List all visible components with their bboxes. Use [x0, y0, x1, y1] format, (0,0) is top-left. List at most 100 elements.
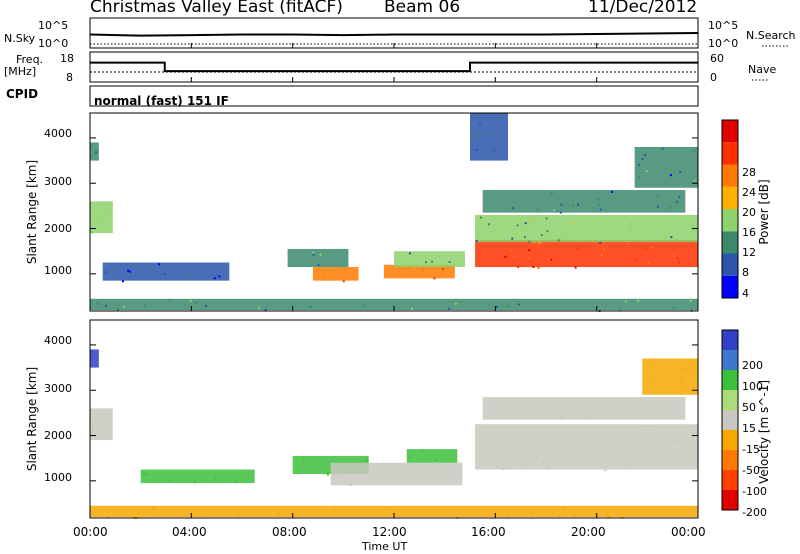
- power-panel-speck-9-17: [545, 217, 548, 220]
- power-panel-speck-0-8: [507, 305, 510, 308]
- velocity-panel-speck-8-9: [547, 416, 550, 419]
- power-panel-speck-8-12: [635, 258, 638, 261]
- velocity-panel-speck-0-25: [152, 506, 155, 509]
- power-panel-speck-10-6: [676, 200, 679, 203]
- vel-cb-tick-m15: -15: [742, 443, 760, 456]
- power-panel-speck-9-10: [532, 218, 535, 221]
- velocity-colorbar-swatch-2: [722, 370, 738, 390]
- velocity-panel-speck-5-1: [436, 466, 439, 469]
- power-panel-speck-8-8: [626, 243, 629, 246]
- velocity-colorbar-frame: [721, 329, 739, 511]
- velocity-panel-speck-3-1: [193, 481, 196, 484]
- noise-right-tick-top: 10^5: [708, 19, 739, 32]
- velocity-panel-region-6: [406, 449, 458, 463]
- vel-cb-tick-200: 200: [742, 359, 763, 372]
- velocity-panel-speck-8-4: [545, 409, 548, 412]
- power-panel-speck-12-0: [638, 163, 641, 166]
- velocity-panel-speck-7-5: [608, 438, 611, 441]
- power-panel-speck-9-20: [528, 240, 531, 243]
- nave-label: Nave: [748, 63, 777, 76]
- power-panel-speck-10-7: [560, 203, 563, 206]
- velocity-panel-speck-7-18: [574, 441, 577, 444]
- power-panel-speck-1-1: [110, 208, 113, 211]
- velocity-colorbar-swatch-1: [722, 350, 738, 370]
- velocity-panel-speck-7-19: [579, 447, 582, 450]
- power-panel-region-11: [470, 113, 508, 161]
- velocity-panel-speck-0-11: [198, 512, 201, 515]
- velocity-panel-speck-7-38: [503, 433, 506, 436]
- velocity-colorbar-swatch-0: [722, 330, 738, 350]
- station-title: Christmas Valley East (fitACF): [90, 0, 343, 17]
- power-colorbar-swatch-1: [722, 253, 738, 276]
- velocity-panel-region-9: [642, 358, 698, 395]
- velocity-panel-speck-3-3: [169, 479, 172, 482]
- power-panel-speck-8-22: [677, 261, 680, 264]
- power-panel-region-3: [102, 262, 230, 281]
- power-colorbar-swatch-3: [722, 209, 738, 232]
- velocity-panel-speck-6-0: [420, 449, 423, 452]
- date-label: 11/Dec/2012: [588, 0, 698, 17]
- velocity-panel-speck-0-4: [540, 508, 543, 511]
- noise-search-label: N.Search: [746, 29, 796, 42]
- velocity-panel-speck-5-3: [453, 474, 456, 477]
- power-panel-speck-7-0: [425, 261, 428, 264]
- power-panel-region-10: [482, 190, 686, 213]
- power-panel-speck-9-16: [533, 241, 536, 244]
- power-panel-speck-8-19: [528, 257, 531, 260]
- power-panel-speck-10-3: [598, 203, 601, 206]
- vel-cb-tick-50: 50: [742, 401, 756, 414]
- power-panel-speck-8-15: [528, 249, 531, 252]
- power-panel-speck-8-7: [673, 254, 676, 257]
- velocity-panel-speck-7-11: [524, 463, 527, 466]
- velocity-panel-speck-7-26: [693, 429, 696, 432]
- velocity-panel-speck-8-10: [519, 411, 522, 414]
- noise-sky-label: N.Sky: [4, 32, 36, 45]
- power-panel-speck-9-3: [558, 237, 561, 240]
- velocity-colorbar-swatch-7: [722, 470, 738, 490]
- velocity-panel-region-3: [140, 469, 255, 484]
- velocity-panel-speck-8-11: [505, 408, 508, 411]
- velocity-panel-speck-7-7: [563, 426, 566, 429]
- velocity-panel-speck-0-12: [551, 511, 554, 514]
- power-panel-speck-8-4: [677, 257, 680, 260]
- power-panel-speck-6-2: [433, 277, 436, 280]
- freq-label: Freq.: [16, 53, 44, 66]
- power-cb-tick-28: 28: [742, 166, 756, 179]
- power-ytick-4000: 4000: [44, 127, 72, 140]
- velocity-panel-speck-2-0: [90, 350, 93, 353]
- power-panel-speck-0-18: [672, 307, 675, 310]
- power-panel-speck-5-1: [321, 274, 324, 277]
- velocity-panel-speck-8-0: [597, 408, 600, 411]
- velocity-colorbar-swatch-5: [722, 430, 738, 450]
- power-panel-speck-8-1: [532, 266, 535, 269]
- velocity-panel-region-5: [330, 462, 463, 486]
- velocity-panel-speck-8-6: [621, 403, 624, 406]
- velocity-panel-speck-7-22: [691, 437, 694, 440]
- power-panel-speck-1-0: [100, 218, 103, 221]
- power-panel-speck-9-0: [475, 239, 478, 242]
- velocity-panel-speck-4-4: [327, 473, 330, 476]
- vel-cb-tick-m200: -200: [742, 506, 767, 519]
- velocity-panel-speck-0-24: [138, 511, 141, 514]
- power-panel-speck-8-6: [517, 266, 520, 269]
- nave-tick-top: 60: [710, 52, 724, 65]
- power-panel-region-1: [90, 201, 113, 234]
- power-panel-speck-8-3: [547, 258, 550, 261]
- beam-label: Beam 06: [384, 0, 461, 17]
- power-panel-speck-12-3: [693, 179, 696, 182]
- power-panel-region-8: [475, 239, 698, 268]
- xtick-2: 08:00: [272, 525, 307, 539]
- power-panel-speck-10-9: [511, 207, 514, 210]
- velocity-panel-speck-8-16: [634, 401, 637, 404]
- power-panel-speck-10-16: [537, 209, 540, 212]
- velocity-panel-speck-7-0: [598, 446, 601, 449]
- velocity-panel-speck-7-35: [499, 453, 502, 456]
- power-cb-tick-24: 24: [742, 186, 756, 199]
- velocity-panel-speck-8-1: [561, 415, 564, 418]
- power-panel-speck-0-5: [258, 306, 261, 309]
- vel-cb-tick-m50: -50: [742, 464, 760, 477]
- power-panel-speck-0-0: [454, 302, 457, 305]
- power-panel-speck-9-22: [670, 236, 673, 239]
- power-panel-speck-9-21: [524, 222, 527, 225]
- mode-label: normal (fast) 151 IF: [94, 94, 229, 108]
